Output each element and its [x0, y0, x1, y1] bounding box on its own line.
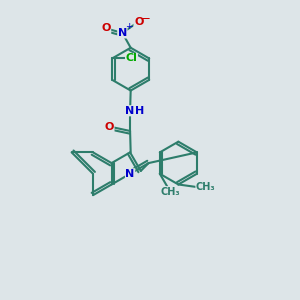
Text: −: −: [140, 12, 150, 25]
Text: O: O: [105, 122, 114, 131]
Text: +: +: [125, 22, 133, 31]
Text: N: N: [118, 28, 127, 38]
Text: Cl: Cl: [125, 53, 137, 64]
Text: CH₃: CH₃: [160, 187, 180, 196]
Text: CH₃: CH₃: [196, 182, 215, 193]
Text: N: N: [125, 106, 135, 116]
Text: O: O: [101, 23, 111, 33]
Text: O: O: [134, 16, 143, 27]
Text: H: H: [135, 106, 144, 116]
Text: N: N: [125, 169, 135, 179]
